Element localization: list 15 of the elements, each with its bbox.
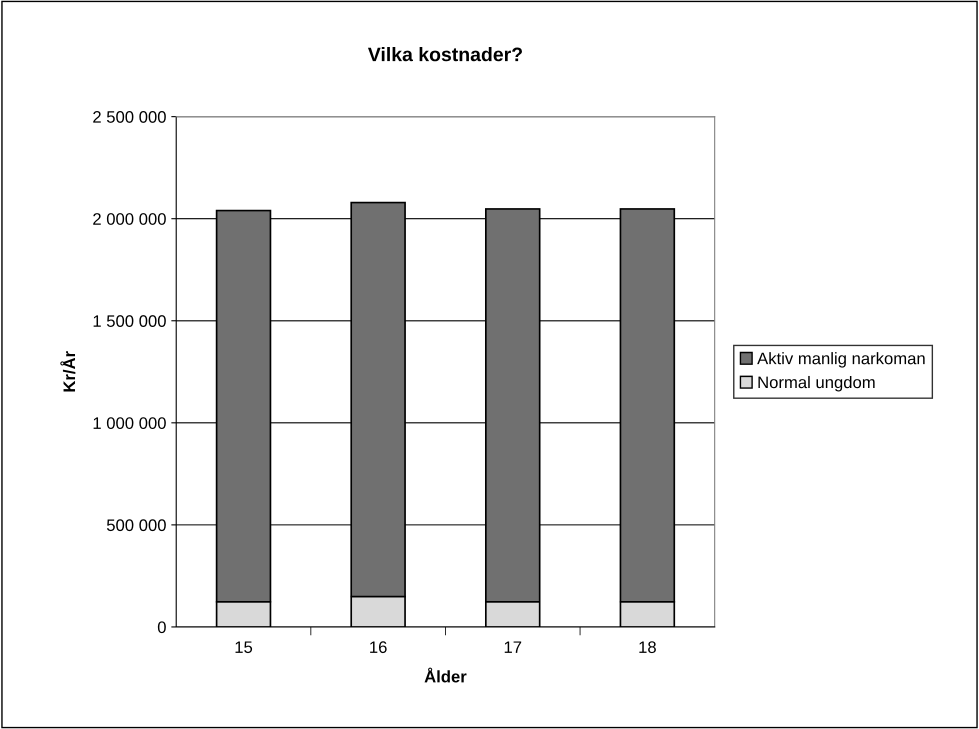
legend-label: Normal ungdom [758,376,875,392]
y-tick-label: 1 000 000 [94,417,166,430]
y-tick-label: 2 000 000 [93,213,166,225]
chart-title: Vilka kostnader? [368,46,522,62]
y-tick-label: 500 000 [106,519,166,532]
x-tick-label: 15 [236,641,252,654]
legend-label: Aktiv manlig narkoman [757,352,925,368]
x-tick-label: 17 [504,641,522,653]
x-tick-label: 16 [370,641,387,654]
y-tick-label: 2 500 000 [93,111,166,123]
y-axis-title: Kr/År [60,351,76,392]
y-tick-label: 1 500 000 [94,315,166,327]
x-tick-label: 18 [639,641,656,654]
y-tick-label: 0 [158,621,166,634]
x-axis-title: Ålder [424,668,466,682]
